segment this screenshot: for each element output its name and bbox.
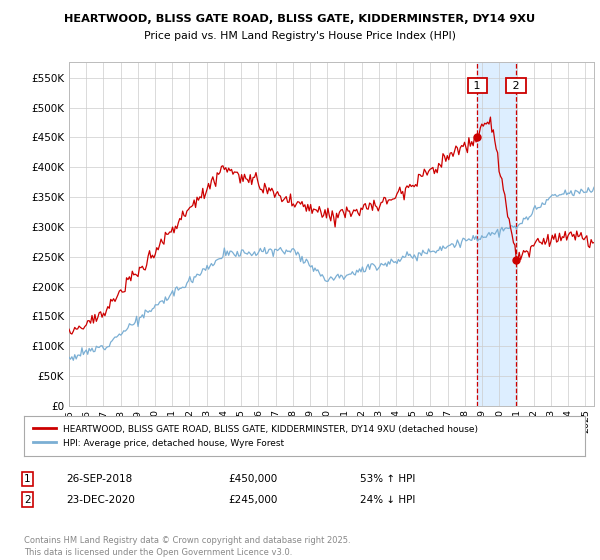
Text: 2: 2: [509, 81, 523, 91]
Bar: [478, 62, 516, 406]
Text: 24% ↓ HPI: 24% ↓ HPI: [360, 494, 415, 505]
Text: Price paid vs. HM Land Registry's House Price Index (HPI): Price paid vs. HM Land Registry's House …: [144, 31, 456, 41]
Text: 23-DEC-2020: 23-DEC-2020: [66, 494, 135, 505]
Text: 1: 1: [24, 474, 31, 484]
Legend: HEARTWOOD, BLISS GATE ROAD, BLISS GATE, KIDDERMINSTER, DY14 9XU (detached house): HEARTWOOD, BLISS GATE ROAD, BLISS GATE, …: [29, 421, 482, 452]
Text: £450,000: £450,000: [228, 474, 277, 484]
Text: HEARTWOOD, BLISS GATE ROAD, BLISS GATE, KIDDERMINSTER, DY14 9XU: HEARTWOOD, BLISS GATE ROAD, BLISS GATE, …: [64, 14, 536, 24]
Text: 53% ↑ HPI: 53% ↑ HPI: [360, 474, 415, 484]
Text: 26-SEP-2018: 26-SEP-2018: [66, 474, 132, 484]
Text: Contains HM Land Registry data © Crown copyright and database right 2025.
This d: Contains HM Land Registry data © Crown c…: [24, 536, 350, 557]
Text: 1: 1: [470, 81, 484, 91]
Text: £245,000: £245,000: [228, 494, 277, 505]
Text: 2: 2: [24, 494, 31, 505]
